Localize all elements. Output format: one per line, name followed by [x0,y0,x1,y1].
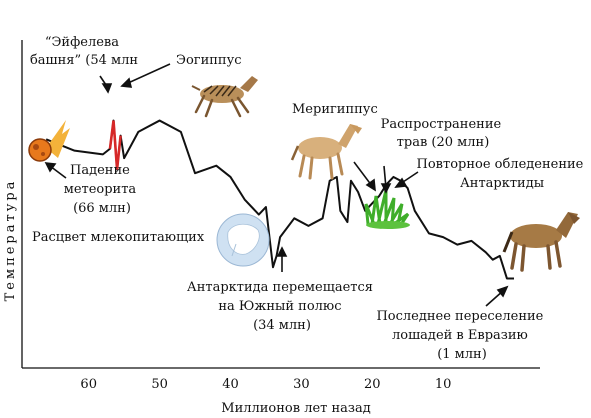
meteor-icon [28,120,70,162]
x-tick-label: 20 [364,377,381,392]
antarctica-label-line-3: (34 млн) [253,318,311,333]
antarctica-globe-icon [216,213,270,267]
reglaciation-label-line-2: Антарктиды [460,176,544,191]
migration-label-line-3: (1 млн) [437,347,487,362]
x-tick-label: 50 [151,377,168,392]
migration-label-line-1: Последнее переселение [376,309,543,324]
merychippus-arrowhead [365,178,376,192]
meteor-label-line-2: метеорита [64,182,137,197]
series-layer [45,119,514,280]
y-axis-title: Температура [3,179,18,302]
antarctica-label: Антарктида перемещается на Южный полюс (… [187,280,377,333]
merychippus-label: Меригиппус [292,102,378,117]
antarctica-arrowhead [276,246,288,257]
x-axis-title: Миллионов лет назад [221,401,370,416]
reglaciation-label: Повторное обледенение Антарктиды [417,157,588,191]
x-tick-label: 10 [435,377,452,392]
eohippus-arrow [125,63,171,85]
reglaciation-label-line-1: Повторное обледенение [417,157,584,172]
antarctica-label-line-1: Антарктида перемещается [187,280,373,295]
reglaciation-arrowhead [394,177,408,188]
x-tick-labels: 60 50 40 30 20 10 [80,377,451,392]
x-tick-label: 30 [293,377,310,392]
migration-label: Последнее переселение лошадей в Евразию … [376,309,547,362]
grass-spread-label-line-1: Распространение [381,117,502,132]
modern-horse-icon [502,212,580,272]
grass-arrowhead [380,183,392,194]
x-tick-label: 40 [222,377,239,392]
eiffel-tower-label-line-2: башня” (54 млн [30,53,138,68]
grass-spread-label: Распространение трав (20 млн) [381,117,506,150]
eohippus-arrowhead [120,77,133,88]
eiffel-tower-spike [108,120,122,170]
merychippus-icon [290,124,362,180]
eohippus-label: Эогиппус [176,53,242,68]
migration-arrowhead [496,285,509,298]
eiffel-tower-label-line-1: “Эйфелева [45,35,119,50]
x-tick-label: 60 [80,377,97,392]
annotation-arrows [44,63,509,307]
meteor-label: Падение метеорита (66 млн) [64,163,141,216]
grass-spread-label-line-2: трав (20 млн) [397,135,490,150]
grass-icon [364,189,410,229]
antarctica-label-line-2: на Южный полюс [218,299,341,314]
meteor-label-line-3: (66 млн) [73,201,131,216]
merychippus-arrow [353,161,373,187]
meteor-arrowhead [44,162,57,173]
eiffel-arrowhead [101,83,113,94]
mammals-label: Расцвет млекопитающих [32,230,205,245]
migration-label-line-2: лошадей в Евразию [392,328,528,343]
meteor-label-line-1: Падение [70,163,130,178]
eiffel-tower-label: “Эйфелева башня” (54 млн [30,35,138,68]
temperature-series-line [45,119,514,280]
eohippus-icon [191,76,258,118]
